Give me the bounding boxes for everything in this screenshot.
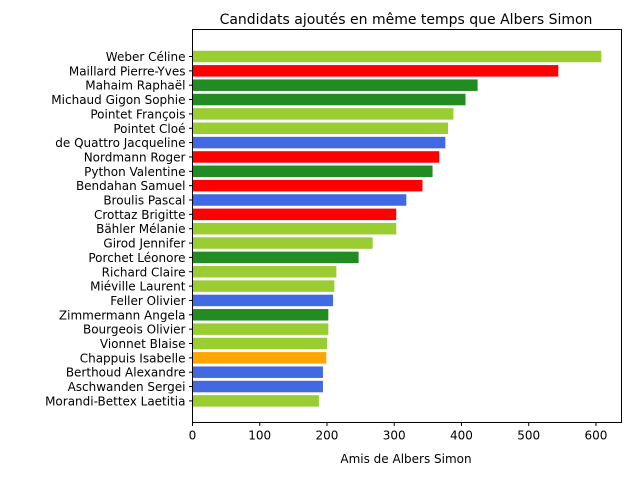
bar — [192, 79, 478, 91]
bar — [192, 395, 319, 407]
x-tick-label: 0 — [189, 429, 197, 443]
bar — [192, 380, 323, 393]
y-tick-label: Nordmann Roger — [84, 150, 186, 164]
bar — [192, 237, 373, 249]
bar — [192, 266, 337, 278]
bar — [192, 122, 449, 134]
y-tick-label: Bendahan Samuel — [76, 179, 186, 193]
bar — [192, 352, 327, 364]
bar — [192, 136, 446, 149]
y-tick-label: Bourgeois Olivier — [83, 323, 186, 337]
y-tick-label: Broulis Pascal — [103, 194, 185, 208]
y-tick-label: Maillard Pierre-Yves — [69, 64, 186, 78]
bar — [192, 222, 397, 235]
bar — [192, 179, 423, 192]
x-tick-label: 600 — [584, 429, 607, 443]
y-tick-label: Morandi-Bettex Laetitia — [45, 394, 185, 408]
bar — [192, 208, 397, 221]
y-tick-label: Crottaz Brigitte — [94, 208, 186, 222]
bar — [192, 294, 334, 307]
y-tick-label: Girod Jennifer — [103, 237, 185, 251]
x-tick-label: 100 — [248, 429, 271, 443]
bar — [192, 194, 407, 206]
y-tick-label: Python Valentine — [84, 165, 185, 179]
x-tick-label: 400 — [450, 429, 473, 443]
y-tick-label: Feller Olivier — [110, 294, 185, 308]
bar — [192, 337, 327, 350]
bars-group — [192, 50, 602, 407]
chart-title: Candidats ajoutés en même temps que Albe… — [220, 12, 593, 28]
y-tick-label: Aschwanden Sergei — [68, 380, 186, 394]
x-tick-label: 300 — [383, 429, 406, 443]
bar — [192, 280, 335, 292]
bar — [192, 93, 466, 106]
bar — [192, 151, 440, 163]
y-tick-label: Richard Claire — [102, 265, 186, 279]
x-tick-label: 500 — [517, 429, 540, 443]
x-axis-label: Amis de Albers Simon — [340, 452, 471, 466]
y-tick-label: Miéville Laurent — [90, 280, 186, 294]
y-tick-label: Porchet Léonore — [88, 251, 185, 265]
y-tick-label: Pointet François — [90, 107, 185, 121]
y-tick-label: Chappuis Isabelle — [80, 351, 186, 365]
plot-frame — [192, 29, 622, 423]
bar — [192, 366, 323, 378]
y-tick-label: Berthoud Alexandre — [66, 366, 186, 380]
y-tick-label: Weber Céline — [106, 50, 186, 64]
y-tick-label: Mahaim Raphaël — [85, 79, 185, 93]
bar — [192, 309, 329, 321]
y-tick-label: de Quattro Jacqueline — [55, 136, 185, 150]
y-tick-label: Bähler Mélanie — [96, 222, 185, 236]
x-ticks: 0 100 200 300 400 500 600 — [189, 422, 607, 443]
y-tick-label: Pointet Cloé — [113, 122, 185, 136]
y-tick-label: Michaud Gigon Sophie — [51, 93, 185, 107]
bar — [192, 165, 433, 178]
y-tick-label: Vionnet Blaise — [100, 337, 186, 351]
bar — [192, 323, 329, 335]
bar — [192, 65, 559, 77]
y-tick-label: Zimmermann Angela — [59, 308, 186, 322]
bar — [192, 251, 359, 264]
bar — [192, 50, 602, 63]
bar — [192, 108, 454, 120]
x-tick-label: 200 — [316, 429, 339, 443]
